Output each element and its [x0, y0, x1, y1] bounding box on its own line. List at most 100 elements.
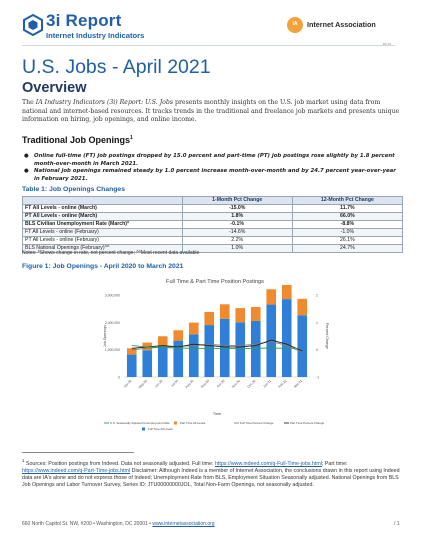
bullet-dot-icon: ● [24, 168, 29, 174]
bullet-dot-icon: ● [24, 153, 29, 159]
bar-full-time [157, 345, 168, 377]
table-header-row: 1-Month Pct Change 12-Month Pct Change [22, 196, 404, 205]
bar-part-time [126, 348, 137, 355]
footnote-text-2: ; Part time: [321, 460, 348, 467]
bar-part-time [142, 342, 153, 351]
footnote-divider [22, 452, 134, 453]
y-axis-label: Job Openings [103, 325, 107, 347]
twelve-month-change: -1.0% [291, 228, 404, 237]
intro-text-2: presents monthly insights on the U.S. jo… [22, 99, 400, 124]
overview-heading: Overview [22, 80, 87, 96]
bar-full-time [126, 354, 137, 377]
intro-report-name: IA Industry Indicators (3i) Report: U.S.… [35, 99, 174, 106]
x-tick-label: May-20 [138, 379, 149, 390]
table-row: BLS Civilian Unemployment Rate (March)* -… [22, 220, 404, 229]
bullet-item: ● National job openings remained steady b… [24, 168, 400, 183]
row-label: PT All Levels - online (March) [22, 212, 183, 221]
x-tick-label: Feb-21 [277, 379, 287, 389]
x-tick-label: Mar-21 [293, 379, 303, 389]
twelve-month-change: 24.7% [291, 244, 404, 253]
twelve-month-change: 11.7% [291, 204, 404, 213]
row-label: FT All Levels - online (March) [22, 204, 183, 213]
twelve-month-change: 66.0% [291, 212, 404, 221]
footnote-text-3: Disclaimer: Although Indeed is a member … [22, 467, 400, 489]
page-number: / 1 [394, 521, 400, 527]
row-label: PT All Levels - online (February) [22, 236, 183, 245]
row-label: FT All Levels - online (February) [22, 228, 183, 237]
footnote-text-1: Sources: Position postings from Indeed. … [24, 460, 215, 467]
y2-tick-label: 1 [316, 321, 318, 325]
header-divider [22, 45, 395, 46]
x-tick-label: Oct-20 [216, 379, 226, 389]
bar-full-time [142, 350, 153, 377]
row-label: BLS Civilian Unemployment Rate (March)* [22, 220, 183, 229]
bar-full-time [297, 315, 308, 377]
bar-part-time [157, 336, 168, 346]
internet-association-logo-icon: IA [287, 17, 303, 33]
x-tick-label: Jun-20 [154, 379, 164, 389]
bar-part-time [235, 308, 246, 323]
footnote-number: 1 [22, 458, 25, 463]
bar-full-time [173, 340, 184, 377]
bullet-text: Online full-time (FT) job postings dropp… [34, 153, 395, 167]
table-row: FT All Levels - online (February) -14.6% -… [22, 228, 404, 237]
bar-full-time [281, 299, 292, 377]
table-row: PT All Levels - online (February) 2.2% 26.… [22, 236, 404, 245]
legend-swatch [142, 427, 145, 431]
x-axis-label: Time [213, 412, 221, 416]
job-openings-chart: 3,000,000 2,000,000 1,000,000 0 2 1 0 -1 Job Ope… [103, 285, 329, 431]
bar-part-time [281, 285, 292, 300]
table-row: FT All Levels - online (March) -15.0% 11.7… [22, 204, 404, 213]
intro-paragraph: The IA Industry Indicators (3i) Report: … [22, 99, 406, 125]
x-tick-label: Jan-21 [262, 379, 272, 389]
twelve-month-change: 26.1% [291, 236, 404, 245]
one-month-change: -0.1% [181, 220, 293, 229]
x-tick-label: Sep-20 [200, 379, 210, 389]
x-tick-label: Aug-20 [184, 379, 194, 389]
part-time-source-link[interactable]: https://www.indeed.com/q-Part-Time-jobs.… [22, 467, 131, 474]
y-tick-label: 1,000,000 [105, 348, 120, 352]
bar-full-time [235, 322, 246, 377]
footer: 660 North Capitol St. NW, #200 • Washing… [22, 521, 215, 527]
series-line [131, 339, 303, 352]
page-title: U.S. Jobs - April 2021 [22, 56, 211, 78]
bar-part-time [297, 298, 308, 316]
bullet-text: National job openings remained steady by… [34, 168, 396, 182]
legend-label: U.S. Seasonally Adjusted Unemployment Ra… [110, 421, 170, 425]
table-notes: Notes: *Shows change in rate, not percen… [22, 250, 200, 256]
bar-part-time [173, 330, 184, 341]
bar-full-time [219, 318, 230, 377]
y-tick-label: 2,000,000 [105, 321, 120, 325]
ia-logo-initials: IA [292, 21, 298, 27]
bar-part-time [219, 304, 230, 319]
one-month-change: 1.8% [181, 212, 293, 221]
legend-swatch [174, 421, 177, 425]
footnote: 1 Sources: Position postings from Indeed… [22, 457, 404, 490]
report-logo-title: 3i Report [46, 11, 122, 30]
one-month-change: -15.0% [181, 204, 293, 213]
y2-tick-label: 2 [316, 294, 318, 298]
partner-name: Internet Association [307, 20, 376, 29]
legend-label: Full Time All Levels [148, 427, 173, 431]
y2-tick-label: -1 [316, 376, 319, 380]
legend-label: Part Time Percent Change [290, 421, 324, 425]
x-tick-label: Apr-20 [123, 379, 133, 389]
series-line [131, 345, 303, 350]
bar-part-time [188, 322, 199, 335]
legend-label: Part Time All Levels [180, 421, 206, 425]
table-caption: Table 1: Job Openings Changes [22, 186, 125, 193]
full-time-source-link[interactable]: https://www.indeed.com/q-Full-Time-jobs.… [214, 460, 322, 467]
table-row: BLS National Openings (February)^^ 1.0% 24… [22, 244, 404, 253]
website-link[interactable]: www.internetassociation.org [152, 521, 215, 527]
x-tick-label: Nov-20 [231, 379, 241, 389]
bar-part-time [204, 311, 215, 326]
3i-logo-icon [23, 14, 43, 36]
y2-tick-label: 0 [316, 348, 318, 352]
bar-part-time [250, 307, 261, 321]
header-tag: B0.02 [383, 42, 392, 46]
section-footnote-ref: 1 [130, 135, 133, 141]
bullet-item: ● Online full-time (FT) job postings drop… [24, 153, 400, 168]
bar-full-time [250, 320, 261, 377]
table-header-cell [22, 196, 183, 205]
table-row: PT All Levels - online (March) 1.8% 66.0% [22, 212, 404, 221]
